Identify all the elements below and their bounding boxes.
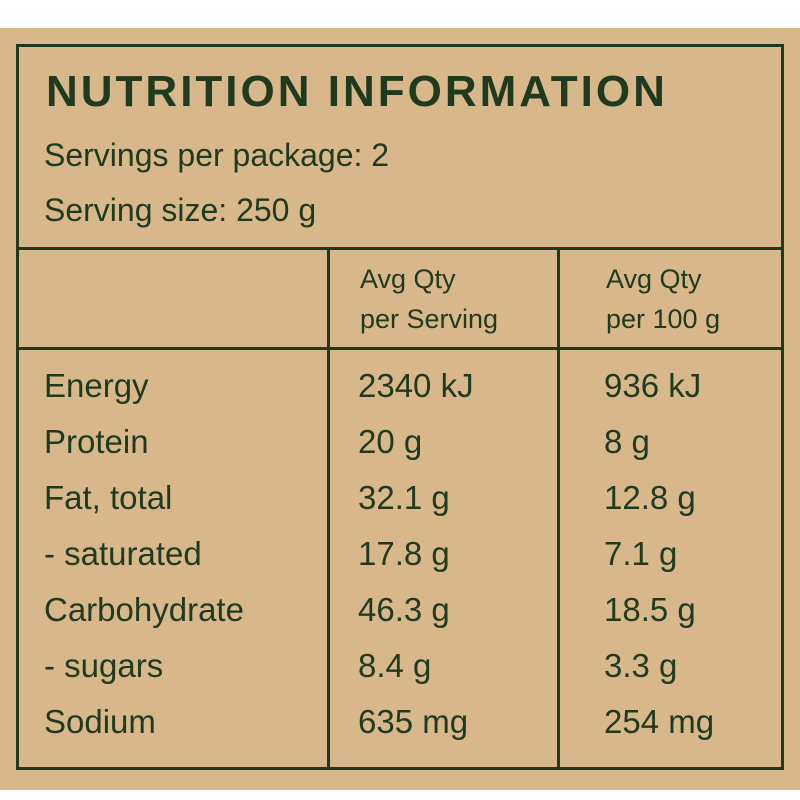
nutrient-value: 8 g bbox=[604, 423, 650, 460]
nutrient-value: 3.3 g bbox=[604, 647, 678, 684]
column-header: Avg Qty bbox=[360, 264, 456, 294]
nutrient-name: Sodium bbox=[44, 703, 156, 740]
label-border bbox=[16, 44, 784, 770]
column-header: per 100 g bbox=[606, 304, 721, 334]
nutrient-value: 7.1 g bbox=[604, 535, 678, 572]
nutrient-name: Energy bbox=[44, 367, 149, 404]
nutrient-value: 46.3 g bbox=[358, 591, 450, 628]
divider bbox=[327, 248, 330, 768]
nutrient-name: Fat, total bbox=[44, 479, 173, 516]
nutrient-value: 32.1 g bbox=[358, 479, 450, 516]
divider bbox=[16, 347, 784, 350]
nutrient-value: 936 kJ bbox=[604, 367, 702, 404]
nutrient-name: Carbohydrate bbox=[44, 591, 244, 628]
nutrient-value: 17.8 g bbox=[358, 535, 450, 572]
divider bbox=[16, 247, 784, 250]
nutrient-name: - saturated bbox=[44, 535, 202, 572]
nutrient-name: - sugars bbox=[44, 647, 164, 684]
title: NUTRITION INFORMATION bbox=[46, 67, 668, 116]
nutrient-value: 12.8 g bbox=[604, 479, 696, 516]
nutrient-value: 20 g bbox=[358, 423, 423, 460]
nutrient-value: 635 mg bbox=[358, 703, 469, 740]
nutrient-value: 8.4 g bbox=[358, 647, 432, 684]
nutrient-name: Protein bbox=[44, 423, 149, 460]
nutrient-value: 254 mg bbox=[604, 703, 715, 740]
servings: Servings per package: 2 bbox=[44, 137, 390, 173]
column-header: Avg Qty bbox=[606, 264, 702, 294]
column-header: per Serving bbox=[360, 304, 499, 334]
serving-size: Serving size: 250 g bbox=[44, 192, 317, 228]
nutrient-value: 2340 kJ bbox=[358, 367, 474, 404]
divider bbox=[557, 248, 560, 768]
label-background bbox=[0, 28, 800, 790]
nutrient-value: 18.5 g bbox=[604, 591, 696, 628]
